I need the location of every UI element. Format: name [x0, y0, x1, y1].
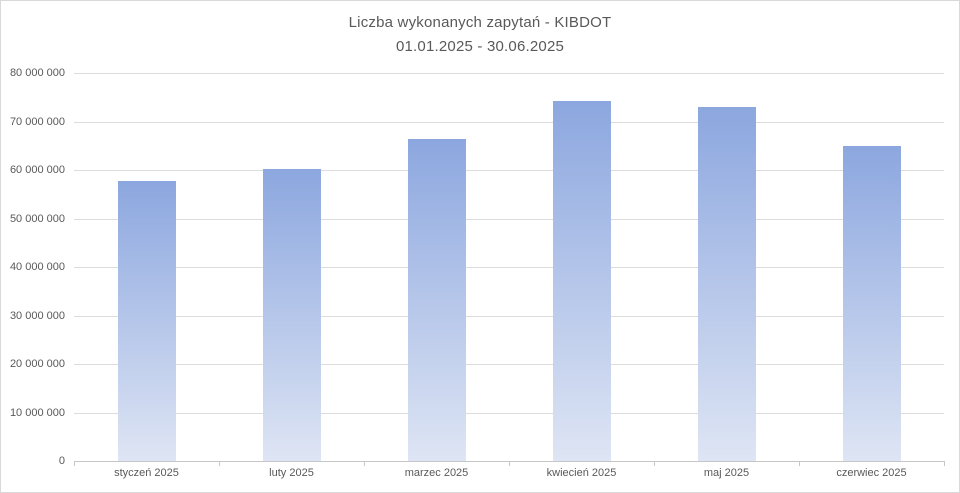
x-axis-tick — [509, 461, 510, 466]
gridline — [74, 364, 944, 365]
gridline — [74, 73, 944, 74]
x-axis-tick — [74, 461, 75, 466]
gridline — [74, 267, 944, 268]
chart-subtitle: 01.01.2025 - 30.06.2025 — [395, 38, 565, 55]
bar — [842, 146, 901, 461]
y-tick-label: 70 000 000 — [9, 115, 65, 128]
y-axis-labels: 0 10 000 000 20 000 000 30 000 000 40 000 00… — [1, 67, 65, 467]
chart-title: Liczba wykonanych zapytań - KIBDOT — [348, 14, 612, 31]
chart-title-block: Liczba wykonanych zapytań - KIBDOT 01.01… — [1, 11, 959, 59]
x-tick-label: czerwiec 2025 — [836, 467, 907, 479]
plot-area — [74, 73, 944, 462]
y-tick-label: 80 000 000 — [9, 67, 65, 79]
x-axis-tick — [654, 461, 655, 466]
gridline — [74, 170, 944, 171]
x-tick-label: marzec 2025 — [404, 467, 469, 479]
x-tick-label: kwiecień 2025 — [546, 467, 617, 479]
x-axis-tick — [364, 461, 365, 466]
x-axis-tick — [944, 461, 945, 466]
x-tick-label: maj 2025 — [703, 467, 750, 479]
y-tick-label: 10 000 000 — [9, 406, 65, 419]
bar — [697, 107, 756, 461]
x-tick-label: styczeń 2025 — [114, 467, 179, 479]
y-tick-label: 0 — [58, 455, 65, 467]
x-tick-label: luty 2025 — [269, 467, 314, 479]
y-tick-label: 40 000 000 — [9, 261, 65, 273]
gridline — [74, 412, 944, 414]
y-tick-label: 50 000 000 — [9, 212, 65, 225]
bar — [552, 101, 611, 461]
x-axis-labels: styczeń 2025 luty 2025 marzec 2025 kwiecień… — [74, 467, 944, 479]
bar — [262, 169, 321, 461]
x-axis-tick — [799, 461, 800, 466]
gridline — [74, 121, 944, 123]
bar — [117, 181, 176, 461]
gridline — [74, 315, 944, 317]
x-axis-tick — [219, 461, 220, 466]
y-tick-label: 30 000 000 — [9, 309, 65, 322]
bar — [407, 139, 466, 461]
y-tick-label: 20 000 000 — [9, 358, 65, 370]
y-tick-label: 60 000 000 — [9, 164, 65, 176]
gridline — [74, 218, 944, 220]
